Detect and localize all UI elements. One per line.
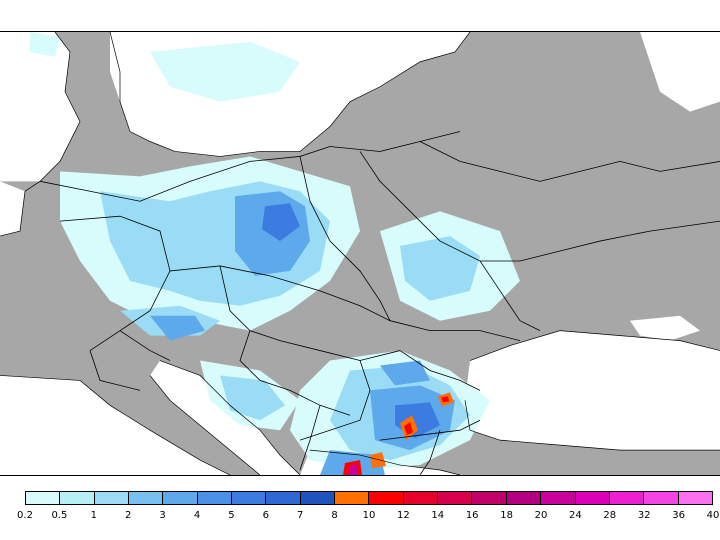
- legend-tick-label: 18: [500, 510, 513, 521]
- legend-swatch: [575, 492, 610, 504]
- legend-swatch: [266, 492, 301, 504]
- legend-swatch: [163, 492, 198, 504]
- legend-tick-label: 10: [362, 510, 376, 521]
- legend-swatch: [94, 492, 130, 504]
- color-legend: 0.2 0.5 1 2 3 4 5 6 7 8 10 12 14 16 18 20 24 28 32 36 40: [17, 491, 719, 531]
- adriatic-sea: [150, 360, 300, 475]
- legend-color-bar: [25, 491, 713, 505]
- legend-tick-label: 12: [397, 510, 410, 521]
- legend-swatch: [472, 492, 507, 504]
- azov-sea: [630, 315, 700, 341]
- legend-tick-label: 24: [569, 510, 582, 521]
- legend-tick-label: 0.5: [51, 510, 68, 521]
- black-sea: [465, 330, 720, 451]
- legend-tick-label: 1: [90, 510, 97, 521]
- legend-swatch: [197, 492, 233, 504]
- legend-tick-label: 40: [706, 510, 720, 521]
- legend-swatch: [678, 492, 712, 504]
- legend-swatch: [129, 492, 164, 504]
- gulf-finland: [250, 32, 460, 62]
- mediterranean-sea: [0, 375, 230, 475]
- legend-swatch: [232, 492, 267, 504]
- country-borders: [39, 131, 720, 475]
- legend-tick-label: 32: [637, 510, 651, 521]
- legend-swatch: [335, 492, 370, 504]
- legend-labels: 0.2 0.5 1 2 3 4 5 6 7 8 10 12 14 16 18 20 24 28 32 36 40: [17, 510, 719, 524]
- atlantic-west: [0, 181, 25, 237]
- legend-swatch: [438, 492, 473, 504]
- legend-tick-label: 6: [262, 510, 269, 521]
- legend-tick-label: 7: [297, 510, 304, 521]
- legend-swatch: [609, 492, 645, 504]
- legend-swatch: [60, 492, 95, 504]
- legend-tick-label: 36: [672, 510, 685, 521]
- legend-swatch: [403, 492, 439, 504]
- legend-tick-label: 5: [228, 510, 235, 521]
- coastlines: [0, 32, 720, 475]
- legend-swatch: [541, 492, 576, 504]
- legend-tick-label: 4: [193, 510, 201, 521]
- legend-tick-label: 20: [534, 510, 548, 521]
- legend-tick-label: 16: [465, 510, 479, 521]
- precip-shading: [30, 32, 520, 475]
- legend-swatch: [644, 492, 679, 504]
- map-svg: [0, 32, 720, 475]
- precipitation-map: [0, 31, 720, 476]
- legend-tick-label: 3: [159, 510, 166, 521]
- legend-tick-label: 8: [331, 510, 338, 521]
- legend-swatch: [26, 492, 61, 504]
- legend-tick-label: 28: [603, 510, 617, 521]
- north-sea: [0, 32, 80, 182]
- legend-tick-label: 0.2: [17, 510, 33, 521]
- legend-tick-label: 2: [125, 510, 132, 521]
- legend-tick-label: 14: [431, 510, 445, 521]
- legend-swatch: [300, 492, 336, 504]
- legend-swatch: [506, 492, 542, 504]
- legend-swatch: [369, 492, 404, 504]
